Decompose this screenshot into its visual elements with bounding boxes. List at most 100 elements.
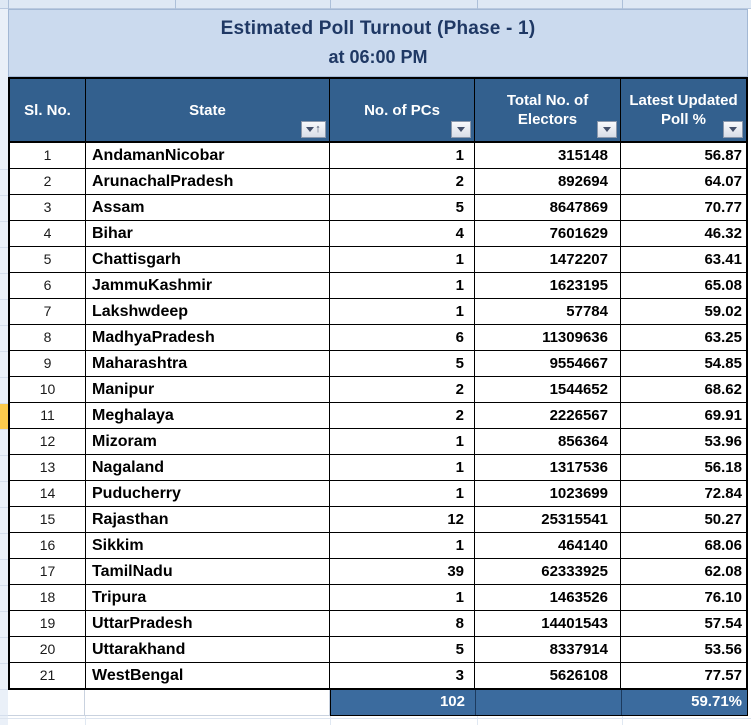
- cell-poll-pct[interactable]: 53.56: [621, 637, 746, 662]
- cell-pcs[interactable]: 2: [330, 377, 474, 402]
- cell-pcs[interactable]: 1: [330, 455, 474, 480]
- cell-sl-no[interactable]: 3: [10, 195, 85, 220]
- cell-poll-pct[interactable]: 65.08: [621, 273, 746, 298]
- cell-electors[interactable]: 57784: [475, 299, 620, 324]
- cell-pcs[interactable]: 4: [330, 221, 474, 246]
- cell-pcs[interactable]: 1: [330, 247, 474, 272]
- cell-sl-no[interactable]: 8: [10, 325, 85, 350]
- total-blank-cell[interactable]: [85, 690, 330, 716]
- cell-state[interactable]: Chattisgarh: [86, 247, 329, 272]
- cell-poll-pct[interactable]: 68.62: [621, 377, 746, 402]
- cell-sl-no[interactable]: 5: [10, 247, 85, 272]
- cell-electors[interactable]: 25315541: [475, 507, 620, 532]
- cell-pcs[interactable]: 5: [330, 637, 474, 662]
- cell-state[interactable]: Tripura: [86, 585, 329, 610]
- cell-sl-no[interactable]: 19: [10, 611, 85, 636]
- cell-state[interactable]: Lakshwdeep: [86, 299, 329, 324]
- cell-electors[interactable]: 464140: [475, 533, 620, 558]
- cell-pcs[interactable]: 1: [330, 273, 474, 298]
- total-electors-cell[interactable]: [476, 690, 622, 715]
- cell-sl-no[interactable]: 14: [10, 481, 85, 506]
- cell-electors[interactable]: 1463526: [475, 585, 620, 610]
- cell-electors[interactable]: 11309636: [475, 325, 620, 350]
- cell-sl-no[interactable]: 15: [10, 507, 85, 532]
- cell-poll-pct[interactable]: 77.57: [621, 663, 746, 688]
- cell-pcs[interactable]: 1: [330, 299, 474, 324]
- cell-poll-pct[interactable]: 76.10: [621, 585, 746, 610]
- cell-poll-pct[interactable]: 56.87: [621, 143, 746, 168]
- cell-electors[interactable]: 14401543: [475, 611, 620, 636]
- cell-electors[interactable]: 8647869: [475, 195, 620, 220]
- cell-electors[interactable]: 1544652: [475, 377, 620, 402]
- cell-poll-pct[interactable]: 54.85: [621, 351, 746, 376]
- cell-sl-no[interactable]: 10: [10, 377, 85, 402]
- cell-pcs[interactable]: 5: [330, 351, 474, 376]
- cell-poll-pct[interactable]: 62.08: [621, 559, 746, 584]
- cell-sl-no[interactable]: 20: [10, 637, 85, 662]
- cell-poll-pct[interactable]: 63.41: [621, 247, 746, 272]
- cell-sl-no[interactable]: 17: [10, 559, 85, 584]
- cell-poll-pct[interactable]: 69.91: [621, 403, 746, 428]
- cell-sl-no[interactable]: 21: [10, 663, 85, 688]
- cell-state[interactable]: WestBengal: [86, 663, 329, 688]
- column-header-pcs[interactable]: No. of PCs: [330, 79, 474, 142]
- cell-poll-pct[interactable]: 46.32: [621, 221, 746, 246]
- cell-sl-no[interactable]: 13: [10, 455, 85, 480]
- cell-poll-pct[interactable]: 50.27: [621, 507, 746, 532]
- cell-state[interactable]: UttarPradesh: [86, 611, 329, 636]
- cell-electors[interactable]: 1023699: [475, 481, 620, 506]
- cell-state[interactable]: AndamanNicobar: [86, 143, 329, 168]
- cell-electors[interactable]: 1472207: [475, 247, 620, 272]
- cell-pcs[interactable]: 1: [330, 143, 474, 168]
- cell-pcs[interactable]: 1: [330, 533, 474, 558]
- cell-poll-pct[interactable]: 68.06: [621, 533, 746, 558]
- cell-pcs[interactable]: 2: [330, 169, 474, 194]
- cell-sl-no[interactable]: 18: [10, 585, 85, 610]
- cell-pcs[interactable]: 39: [330, 559, 474, 584]
- cell-sl-no[interactable]: 9: [10, 351, 85, 376]
- total-pcs-cell[interactable]: 102: [331, 690, 476, 715]
- cell-sl-no[interactable]: 6: [10, 273, 85, 298]
- cell-electors[interactable]: 1623195: [475, 273, 620, 298]
- column-header-electors[interactable]: Total No. of Electors: [475, 79, 620, 142]
- cell-sl-no[interactable]: 16: [10, 533, 85, 558]
- cell-poll-pct[interactable]: 56.18: [621, 455, 746, 480]
- cell-pcs[interactable]: 12: [330, 507, 474, 532]
- cell-electors[interactable]: 2226567: [475, 403, 620, 428]
- cell-sl-no[interactable]: 11: [10, 403, 85, 428]
- filter-dropdown-button[interactable]: [597, 121, 617, 138]
- cell-poll-pct[interactable]: 59.02: [621, 299, 746, 324]
- cell-electors[interactable]: 7601629: [475, 221, 620, 246]
- table-title-cell[interactable]: Estimated Poll Turnout (Phase - 1) at 06…: [8, 9, 748, 77]
- filter-dropdown-button[interactable]: [451, 121, 471, 138]
- cell-state[interactable]: ArunachalPradesh: [86, 169, 329, 194]
- cell-state[interactable]: Uttarakhand: [86, 637, 329, 662]
- cell-electors[interactable]: 856364: [475, 429, 620, 454]
- cell-poll-pct[interactable]: 70.77: [621, 195, 746, 220]
- cell-sl-no[interactable]: 2: [10, 169, 85, 194]
- cell-state[interactable]: Sikkim: [86, 533, 329, 558]
- cell-poll-pct[interactable]: 64.07: [621, 169, 746, 194]
- cell-sl-no[interactable]: 4: [10, 221, 85, 246]
- cell-state[interactable]: MadhyaPradesh: [86, 325, 329, 350]
- column-header-state[interactable]: State ↑: [86, 79, 329, 142]
- cell-poll-pct[interactable]: 57.54: [621, 611, 746, 636]
- column-header-sl-no[interactable]: Sl. No.: [10, 79, 85, 142]
- cell-pcs[interactable]: 1: [330, 481, 474, 506]
- column-header-poll-pct[interactable]: Latest Updated Poll %: [621, 79, 746, 142]
- cell-state[interactable]: TamilNadu: [86, 559, 329, 584]
- cell-electors[interactable]: 5626108: [475, 663, 620, 688]
- cell-state[interactable]: Meghalaya: [86, 403, 329, 428]
- cell-state[interactable]: Puducherry: [86, 481, 329, 506]
- filter-dropdown-button[interactable]: ↑: [301, 121, 326, 138]
- cell-electors[interactable]: 1317536: [475, 455, 620, 480]
- cell-poll-pct[interactable]: 72.84: [621, 481, 746, 506]
- cell-pcs[interactable]: 5: [330, 195, 474, 220]
- cell-state[interactable]: Mizoram: [86, 429, 329, 454]
- cell-pcs[interactable]: 1: [330, 429, 474, 454]
- cell-state[interactable]: Bihar: [86, 221, 329, 246]
- filter-dropdown-button[interactable]: [723, 121, 743, 138]
- cell-pcs[interactable]: 1: [330, 585, 474, 610]
- cell-pcs[interactable]: 2: [330, 403, 474, 428]
- cell-state[interactable]: Nagaland: [86, 455, 329, 480]
